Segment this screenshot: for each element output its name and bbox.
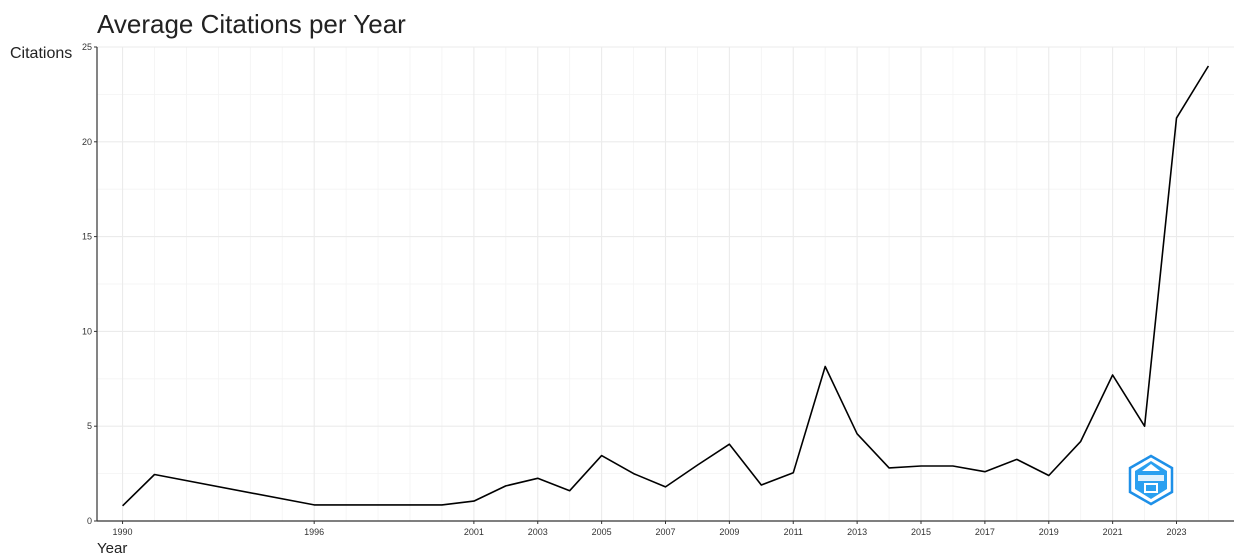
- x-tick-label: 2011: [784, 527, 803, 537]
- y-ticks: 0 5 10 15 20 25: [82, 42, 97, 526]
- x-tick-label: 2013: [847, 527, 867, 537]
- x-ticks: 1990 1996 2001 2003 2005 2007 2009 2011 2013 2015…: [113, 521, 1187, 537]
- x-tick-label: 2023: [1166, 527, 1186, 537]
- x-tick-label: 2001: [464, 527, 484, 537]
- bibliometrix-logo-icon: [1128, 454, 1174, 506]
- series-line: [122, 65, 1210, 507]
- x-tick-label: 1990: [113, 527, 133, 537]
- y-tick-label: 20: [82, 137, 92, 147]
- x-tick-label: 2009: [719, 527, 739, 537]
- x-tick-label: 2003: [528, 527, 548, 537]
- x-tick-label: 2021: [1103, 527, 1123, 537]
- y-axis-label: Citations: [10, 45, 72, 62]
- series-group: [122, 65, 1210, 507]
- y-tick-label: 0: [87, 516, 92, 526]
- x-tick-label: 1996: [304, 527, 324, 537]
- y-tick-label: 10: [82, 326, 92, 336]
- x-tick-label: 2019: [1039, 527, 1059, 537]
- x-tick-label: 2015: [911, 527, 931, 537]
- y-tick-label: 5: [87, 421, 92, 431]
- y-tick-label: 15: [82, 232, 92, 242]
- grid-lines: [97, 46, 1234, 522]
- x-axis-label: Year: [97, 540, 127, 557]
- chart-title: Average Citations per Year: [97, 9, 406, 39]
- y-tick-label: 25: [82, 42, 92, 52]
- x-tick-label: 2007: [655, 527, 675, 537]
- x-tick-label: 2005: [592, 527, 612, 537]
- x-tick-label: 2017: [975, 527, 995, 537]
